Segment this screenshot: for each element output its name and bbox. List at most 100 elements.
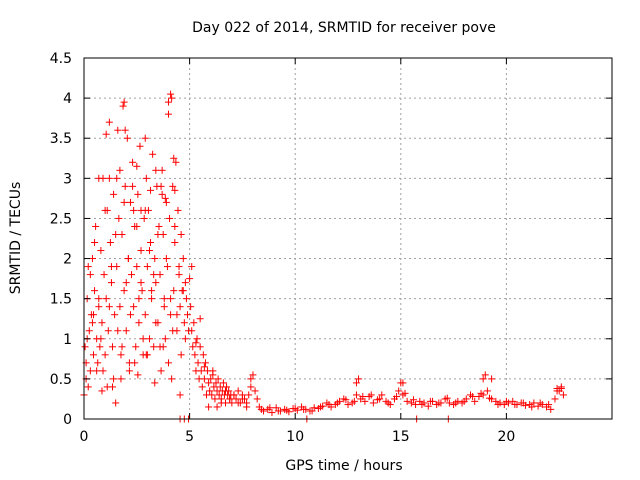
data-point bbox=[205, 403, 213, 411]
data-point bbox=[230, 391, 238, 399]
data-point bbox=[114, 126, 122, 134]
data-point bbox=[130, 303, 138, 311]
data-point bbox=[217, 399, 225, 407]
data-point bbox=[196, 343, 204, 351]
data-point bbox=[93, 367, 101, 375]
data-point bbox=[205, 379, 213, 387]
x-tick-label: 5 bbox=[185, 429, 194, 445]
data-point bbox=[234, 399, 242, 407]
data-point bbox=[350, 397, 358, 405]
data-point bbox=[84, 383, 92, 391]
data-point bbox=[486, 394, 494, 402]
data-point bbox=[112, 399, 120, 407]
data-point bbox=[367, 391, 375, 399]
data-point bbox=[142, 351, 150, 359]
data-point bbox=[161, 335, 169, 343]
data-point bbox=[206, 387, 214, 395]
data-point bbox=[191, 351, 199, 359]
data-point bbox=[553, 387, 561, 395]
data-point bbox=[253, 395, 261, 403]
y-tick-label: 0.5 bbox=[50, 372, 72, 388]
data-point bbox=[213, 403, 221, 411]
data-point bbox=[171, 186, 179, 194]
data-point bbox=[112, 230, 120, 238]
data-point bbox=[170, 154, 178, 162]
data-point bbox=[168, 94, 176, 102]
data-point bbox=[95, 295, 103, 303]
data-point bbox=[113, 174, 121, 182]
data-point bbox=[317, 403, 325, 411]
data-point bbox=[118, 343, 126, 351]
data-point bbox=[211, 395, 219, 403]
data-point bbox=[175, 263, 183, 271]
data-point bbox=[249, 371, 257, 379]
data-point bbox=[460, 397, 468, 405]
data-point bbox=[160, 303, 168, 311]
data-point bbox=[132, 343, 140, 351]
data-point bbox=[208, 391, 216, 399]
data-points bbox=[80, 90, 567, 423]
data-point bbox=[129, 182, 137, 190]
data-point bbox=[182, 295, 190, 303]
data-point bbox=[188, 263, 196, 271]
data-point bbox=[172, 158, 180, 166]
data-point bbox=[150, 271, 158, 279]
data-point bbox=[176, 303, 184, 311]
data-point bbox=[138, 287, 146, 295]
data-point bbox=[154, 230, 162, 238]
y-tick-label: 0 bbox=[63, 412, 72, 428]
data-point bbox=[162, 255, 170, 263]
data-point bbox=[164, 359, 172, 367]
data-point bbox=[511, 401, 519, 409]
y-axis-title: SRMTID / TECUs bbox=[8, 182, 24, 295]
data-point bbox=[131, 359, 139, 367]
data-point bbox=[156, 271, 164, 279]
data-point bbox=[189, 343, 197, 351]
data-point bbox=[200, 363, 208, 371]
data-point bbox=[257, 405, 265, 413]
data-point bbox=[91, 287, 99, 295]
data-point bbox=[126, 198, 134, 206]
data-point bbox=[155, 222, 163, 230]
data-point bbox=[519, 399, 527, 407]
data-point bbox=[116, 166, 124, 174]
data-point bbox=[219, 379, 227, 387]
data-point bbox=[409, 396, 417, 404]
data-point bbox=[99, 367, 107, 375]
data-point bbox=[194, 359, 202, 367]
data-point bbox=[369, 399, 377, 407]
data-point bbox=[145, 335, 153, 343]
data-point bbox=[115, 214, 123, 222]
data-point bbox=[200, 375, 208, 383]
data-point bbox=[109, 343, 117, 351]
data-point bbox=[445, 399, 453, 407]
x-tick-label: 10 bbox=[286, 429, 304, 445]
data-point bbox=[159, 343, 167, 351]
data-point bbox=[136, 142, 144, 150]
data-point bbox=[169, 182, 177, 190]
data-point bbox=[111, 311, 119, 319]
data-point bbox=[403, 397, 411, 405]
data-point bbox=[384, 399, 392, 407]
data-point bbox=[145, 247, 153, 255]
data-point bbox=[123, 134, 131, 142]
data-point bbox=[152, 279, 160, 287]
data-point bbox=[149, 150, 157, 158]
data-point bbox=[147, 186, 155, 194]
data-point bbox=[228, 399, 236, 407]
data-point bbox=[133, 263, 141, 271]
data-point bbox=[161, 194, 169, 202]
data-point bbox=[174, 206, 182, 214]
data-point bbox=[412, 401, 420, 409]
data-point bbox=[98, 387, 106, 395]
data-point bbox=[120, 287, 128, 295]
data-point bbox=[143, 263, 151, 271]
data-point bbox=[121, 182, 129, 190]
data-point bbox=[137, 247, 145, 255]
data-point bbox=[196, 315, 204, 323]
data-point bbox=[114, 327, 122, 335]
data-point bbox=[333, 399, 341, 407]
data-point bbox=[104, 327, 112, 335]
data-point bbox=[128, 271, 136, 279]
data-point bbox=[399, 379, 407, 387]
